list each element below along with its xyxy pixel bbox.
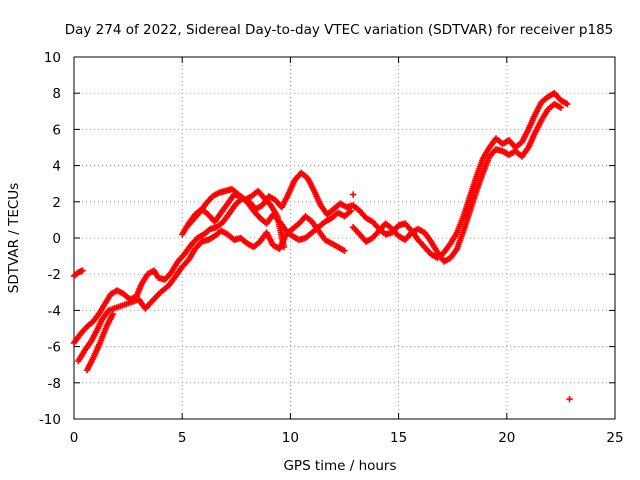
y-tick-label: -8 (48, 376, 61, 392)
y-tick-label: 0 (52, 231, 61, 247)
x-tick-label: 0 (70, 430, 79, 446)
x-tick-label: 25 (606, 430, 623, 446)
y-tick-label: 4 (52, 159, 61, 175)
data-point (566, 395, 573, 403)
y-tick-label: -2 (48, 267, 61, 283)
x-tick-label: 10 (282, 430, 299, 446)
y-tick-label: 8 (52, 86, 61, 102)
data-points (70, 90, 573, 403)
data-point (341, 247, 348, 254)
data-point (79, 267, 86, 274)
x-tick-label: 15 (390, 430, 407, 446)
y-tick-labels: -10 -8 -6 -4 -2 0 2 4 6 8 10 (39, 50, 61, 428)
y-tick-label: -6 (48, 340, 61, 356)
plot-frame (73, 56, 616, 420)
data-point (347, 207, 355, 215)
x-tick-label: 5 (178, 430, 187, 446)
x-tick-labels: 0 5 10 15 20 25 (70, 430, 624, 446)
y-tick-label: 6 (52, 122, 61, 138)
data-point (349, 191, 357, 198)
x-axis-label: GPS time / hours (283, 458, 396, 474)
y-axis-label: SDTVAR / TECUs (6, 183, 22, 293)
y-tick-label: 2 (52, 195, 61, 211)
y-tick-label: -4 (48, 303, 61, 319)
x-tick-label: 20 (498, 430, 515, 446)
y-tick-label: 10 (44, 50, 61, 66)
y-tick-label: -10 (39, 412, 61, 428)
data-point (557, 104, 565, 111)
data-point (564, 100, 571, 108)
data-point (280, 243, 288, 251)
data-point (109, 310, 117, 318)
chart-title: Day 274 of 2022, Sidereal Day-to-day VTE… (65, 22, 614, 38)
